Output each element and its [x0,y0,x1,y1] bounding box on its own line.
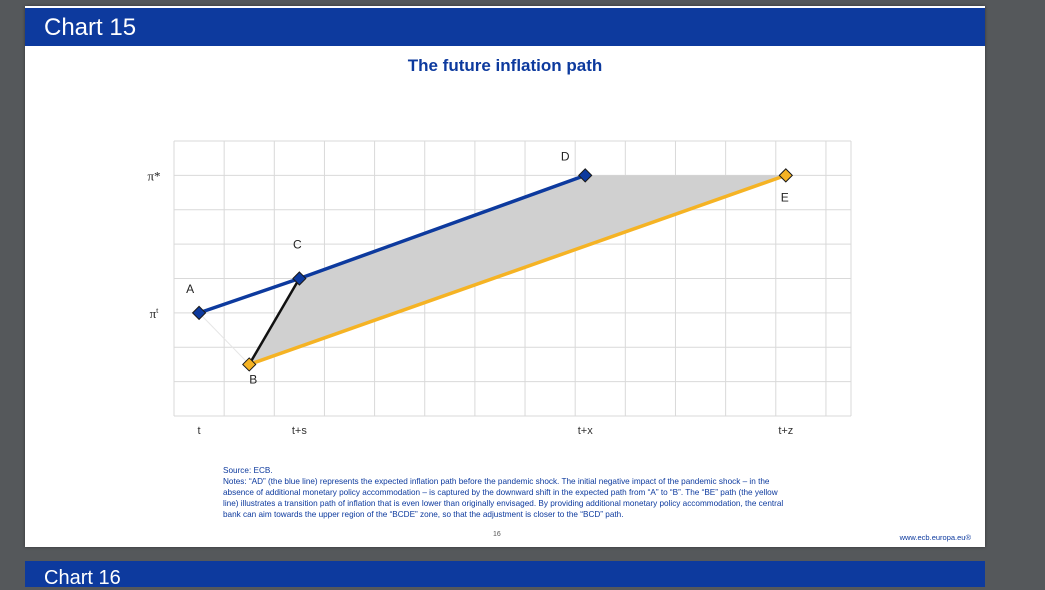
next-slide-title: Chart 16 [44,567,121,589]
next-slide-header[interactable]: Chart 16 [25,561,985,589]
point-label-a: A [186,282,194,296]
point-label-d: D [561,149,570,163]
point-marker-e [778,168,794,183]
slide-header-title: Chart 15 [44,14,137,41]
source-note: Source: ECB. [223,466,273,475]
chart: A B C D Et t+s t+x t+z π* πt [147,140,852,437]
series-line-bc [248,277,301,366]
point-label-b: B [249,372,257,386]
shift-guide-line [198,312,250,365]
point-marker-c [292,271,307,286]
point-marker-d [578,168,593,183]
point-label-c: C [293,238,302,252]
series-line-be [248,173,787,367]
x-tick-label: t+s [292,425,307,437]
page-number: 16 [493,531,501,538]
point-label-e: E [781,190,789,204]
slide: Chart 15 The future inflation path A B C D E… [25,6,985,547]
x-tick-label: t+x [578,425,593,437]
y-tick-label: π* [147,168,160,183]
chart-notes: Source: ECB. Notes: “AD” (the blue line)… [223,465,793,520]
chart-title: The future inflation path [407,56,603,75]
y-tick-label: πt [150,306,160,321]
site-url[interactable]: www.ecb.europa.eu® [899,533,971,542]
point-marker-b [242,357,257,372]
x-tick-label: t+z [778,425,793,437]
point-marker-a [191,305,207,321]
notes-text: Notes: “AD” (the blue line) represents t… [223,477,784,519]
x-tick-label: t [198,425,201,437]
slide-header: Chart 15 [25,8,985,46]
